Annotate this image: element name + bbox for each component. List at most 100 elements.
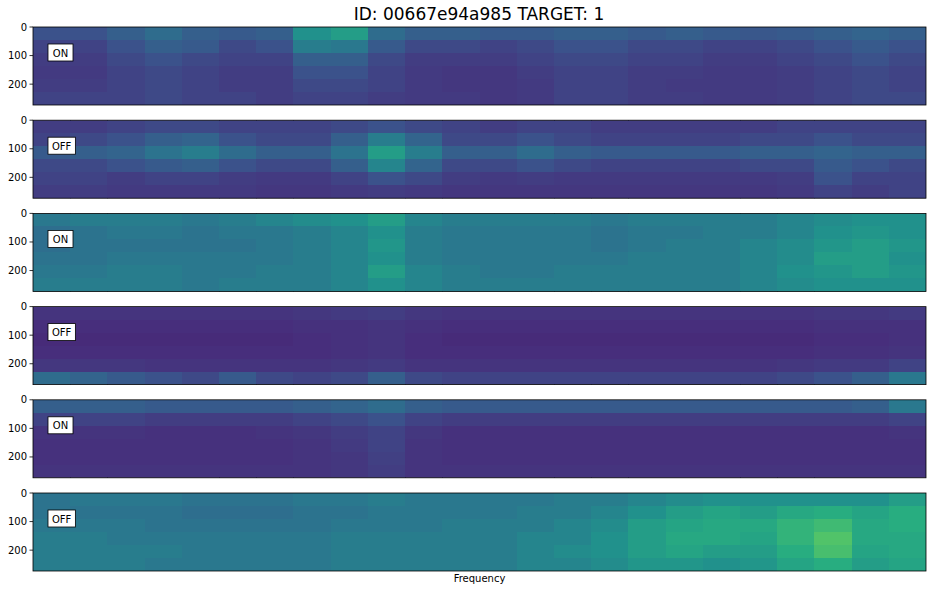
cell (442, 27, 480, 41)
cell (554, 372, 592, 385)
cell (70, 92, 108, 105)
cell (517, 252, 555, 266)
cell (852, 413, 890, 427)
cell (591, 92, 629, 105)
cell (703, 265, 741, 279)
cell (219, 558, 257, 571)
cell (814, 400, 852, 414)
cell (107, 172, 145, 186)
cell (107, 53, 145, 67)
cell (852, 452, 890, 466)
cell (442, 92, 480, 105)
cell (70, 172, 108, 186)
cell (331, 307, 369, 321)
cell (107, 506, 145, 520)
cell (777, 413, 815, 427)
cell (666, 307, 704, 321)
cell (480, 79, 518, 93)
cell (368, 146, 406, 160)
cell (852, 465, 890, 478)
cell (70, 532, 108, 546)
cell (703, 439, 741, 453)
cell (814, 439, 852, 453)
cell (70, 426, 108, 440)
cell (145, 66, 183, 80)
cell (740, 278, 778, 291)
cell (293, 185, 331, 198)
cell (740, 320, 778, 334)
cell (145, 333, 183, 347)
cell (740, 159, 778, 173)
panel-label: ON (53, 48, 68, 59)
cell (293, 333, 331, 347)
cell (145, 558, 183, 571)
cell (442, 413, 480, 427)
cell (107, 239, 145, 253)
cell (852, 239, 890, 253)
cell (368, 185, 406, 198)
cell (628, 265, 666, 279)
y-tick-label: 100 (8, 50, 27, 61)
cell (256, 426, 294, 440)
cell (368, 252, 406, 266)
cell (442, 133, 480, 147)
cell (219, 307, 257, 321)
label-box (48, 417, 73, 434)
cell (293, 159, 331, 173)
cell (591, 413, 629, 427)
cell (368, 532, 406, 546)
cell (182, 413, 220, 427)
cell (442, 53, 480, 67)
cell (145, 519, 183, 533)
cell (368, 120, 406, 134)
cell (368, 346, 406, 360)
cell (219, 146, 257, 160)
cell (740, 359, 778, 373)
cell (628, 27, 666, 41)
cell (814, 558, 852, 571)
cell (852, 426, 890, 440)
cell (777, 372, 815, 385)
cell (256, 133, 294, 147)
cell (740, 92, 778, 105)
cell (368, 359, 406, 373)
cell (628, 346, 666, 360)
cell (405, 493, 443, 507)
cell (107, 333, 145, 347)
cell (703, 53, 741, 67)
cell (703, 413, 741, 427)
cell (368, 53, 406, 67)
cell (256, 400, 294, 414)
cell (70, 159, 108, 173)
cell (554, 226, 592, 240)
panel-label: OFF (52, 141, 72, 152)
cell (480, 320, 518, 334)
cell (666, 439, 704, 453)
cell (107, 265, 145, 279)
cell (107, 252, 145, 266)
cell (852, 79, 890, 93)
cell (889, 226, 926, 240)
cell (777, 519, 815, 533)
cell (256, 159, 294, 173)
cell (740, 307, 778, 321)
cell (182, 40, 220, 54)
cell (442, 146, 480, 160)
cell (368, 493, 406, 507)
cell (331, 413, 369, 427)
cell (405, 320, 443, 334)
cell (628, 532, 666, 546)
cell (107, 545, 145, 559)
cell (145, 120, 183, 134)
cell (145, 265, 183, 279)
cell (889, 307, 926, 321)
cell (368, 239, 406, 253)
cell (70, 506, 108, 520)
y-tick-label: 100 (8, 423, 27, 434)
cell (219, 252, 257, 266)
y-tick (30, 27, 34, 28)
cell (554, 120, 592, 134)
cell (107, 452, 145, 466)
cell (517, 307, 555, 321)
cell (480, 307, 518, 321)
